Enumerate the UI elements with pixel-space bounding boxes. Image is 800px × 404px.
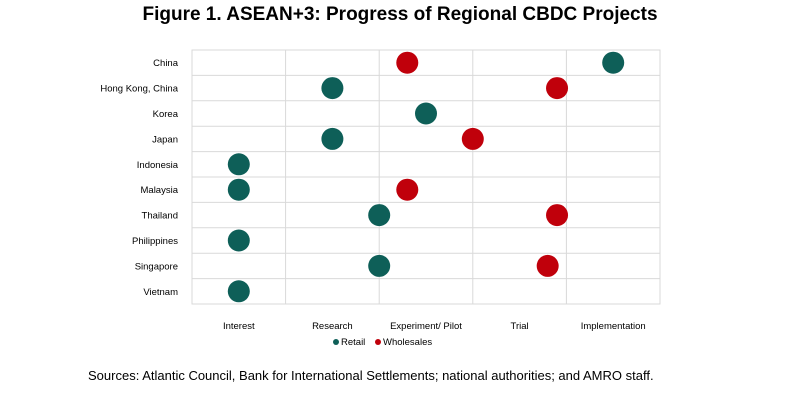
wholesale-point: [396, 51, 419, 74]
retail-point: [602, 51, 625, 74]
country-label: China: [153, 58, 179, 69]
stage-label: Trial: [511, 321, 529, 332]
legend-label: Wholesales: [383, 337, 432, 348]
retail-point: [227, 153, 250, 176]
retail-point: [321, 127, 344, 150]
retail-point: [368, 204, 391, 227]
stage-label: Research: [312, 321, 353, 332]
retail-point: [227, 178, 250, 201]
source-note: Sources: Atlantic Council, Bank for Inte…: [88, 368, 654, 383]
legend-marker: [375, 339, 381, 345]
country-label: Malaysia: [141, 185, 179, 196]
country-label: Korea: [153, 109, 179, 120]
stage-label: Experiment/ Pilot: [390, 321, 462, 332]
country-label: Thailand: [142, 211, 178, 222]
wholesale-point: [396, 178, 419, 201]
data-points: [227, 51, 625, 303]
plot-grid: [191, 49, 661, 305]
country-label: Japan: [152, 134, 178, 145]
country-labels: China Hong Kong, China Korea Japan Indonesia…: [100, 58, 178, 298]
wholesale-point: [546, 77, 569, 100]
country-label: Philippines: [132, 236, 178, 247]
country-label: Indonesia: [137, 160, 179, 171]
stage-label: Implementation: [581, 321, 646, 332]
retail-point: [368, 254, 391, 277]
legend-marker: [333, 339, 339, 345]
wholesale-point: [461, 127, 484, 150]
retail-point: [415, 102, 437, 125]
legend-label: Retail: [341, 337, 365, 348]
retail-point: [321, 77, 344, 100]
wholesale-point: [546, 204, 569, 227]
stage-label: Interest: [223, 321, 255, 332]
country-label: Hong Kong, China: [100, 84, 178, 95]
wholesale-point: [536, 254, 559, 277]
retail-point: [227, 280, 250, 303]
stage-labels: Interest Research Experiment/ Pilot Trial Im…: [223, 321, 646, 332]
legend: Retail Wholesales: [333, 337, 432, 348]
country-label: Vietnam: [143, 287, 178, 298]
country-label: Singapore: [135, 261, 178, 272]
retail-point: [227, 229, 250, 252]
chart-title: Figure 1. ASEAN+3: Progress of Regional …: [142, 4, 658, 25]
